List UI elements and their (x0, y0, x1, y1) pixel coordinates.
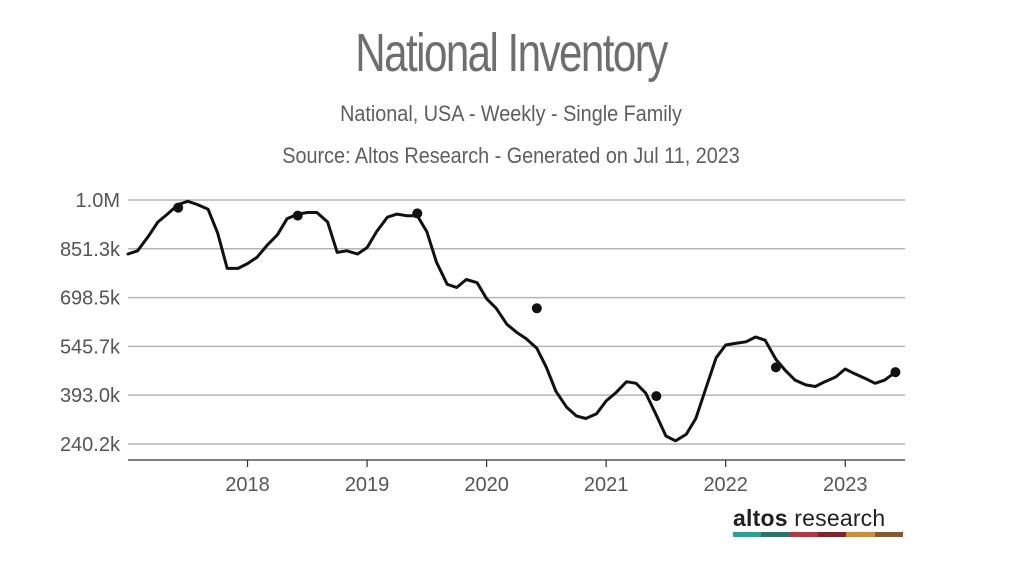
series-marker-point (651, 391, 662, 402)
altos-research-logo: altos research (733, 505, 905, 541)
series-marker-point (770, 362, 781, 373)
series-marker-point (173, 202, 184, 213)
series-marker-point (412, 208, 423, 219)
x-tick-label: 2023 (823, 474, 868, 496)
y-axis-tick-labels: 1.0M 851.3k 698.5k 545.7k 393.0k 240.2k (60, 190, 121, 456)
inventory-series-line (126, 199, 897, 443)
logo-stripe-segment (874, 532, 903, 537)
y-tick-label: 1.0M (76, 190, 120, 212)
logo-word-altos: altos (733, 505, 788, 531)
x-tick-label: 2021 (584, 474, 629, 496)
logo-stripe-segment (846, 532, 875, 537)
y-tick-label: 851.3k (60, 239, 121, 261)
x-tick-label: 2022 (703, 474, 748, 496)
series-marker-point (531, 303, 542, 314)
y-tick-label: 698.5k (60, 288, 121, 310)
y-tick-label: 393.0k (60, 385, 121, 407)
grid-lines (128, 199, 905, 445)
y-tick-label: 240.2k (60, 434, 121, 456)
chart-subtitle: National, USA - Weekly - Single Family (340, 101, 682, 126)
logo-color-stripe (733, 532, 903, 537)
series-marker-point (890, 367, 901, 378)
chart-title: National Inventory (355, 23, 668, 83)
series-markers (173, 202, 901, 402)
logo-stripe-segment (789, 532, 818, 537)
logo-word-research: research (794, 505, 886, 531)
x-tick-label: 2020 (464, 474, 509, 496)
logo-stripe-segment (761, 532, 790, 537)
logo-stripe-segment (733, 532, 762, 537)
y-tick-label: 545.7k (60, 336, 121, 358)
x-tick-label: 2019 (345, 474, 390, 496)
x-axis-ticks: 2018 2019 2020 2021 2022 2023 (225, 460, 867, 496)
logo-wordmark: altos research (733, 505, 885, 532)
chart-source: Source: Altos Research - Generated on Ju… (282, 143, 740, 168)
series-marker-point (292, 210, 303, 221)
x-tick-label: 2018 (225, 474, 270, 496)
logo-stripe-segment (817, 532, 847, 537)
